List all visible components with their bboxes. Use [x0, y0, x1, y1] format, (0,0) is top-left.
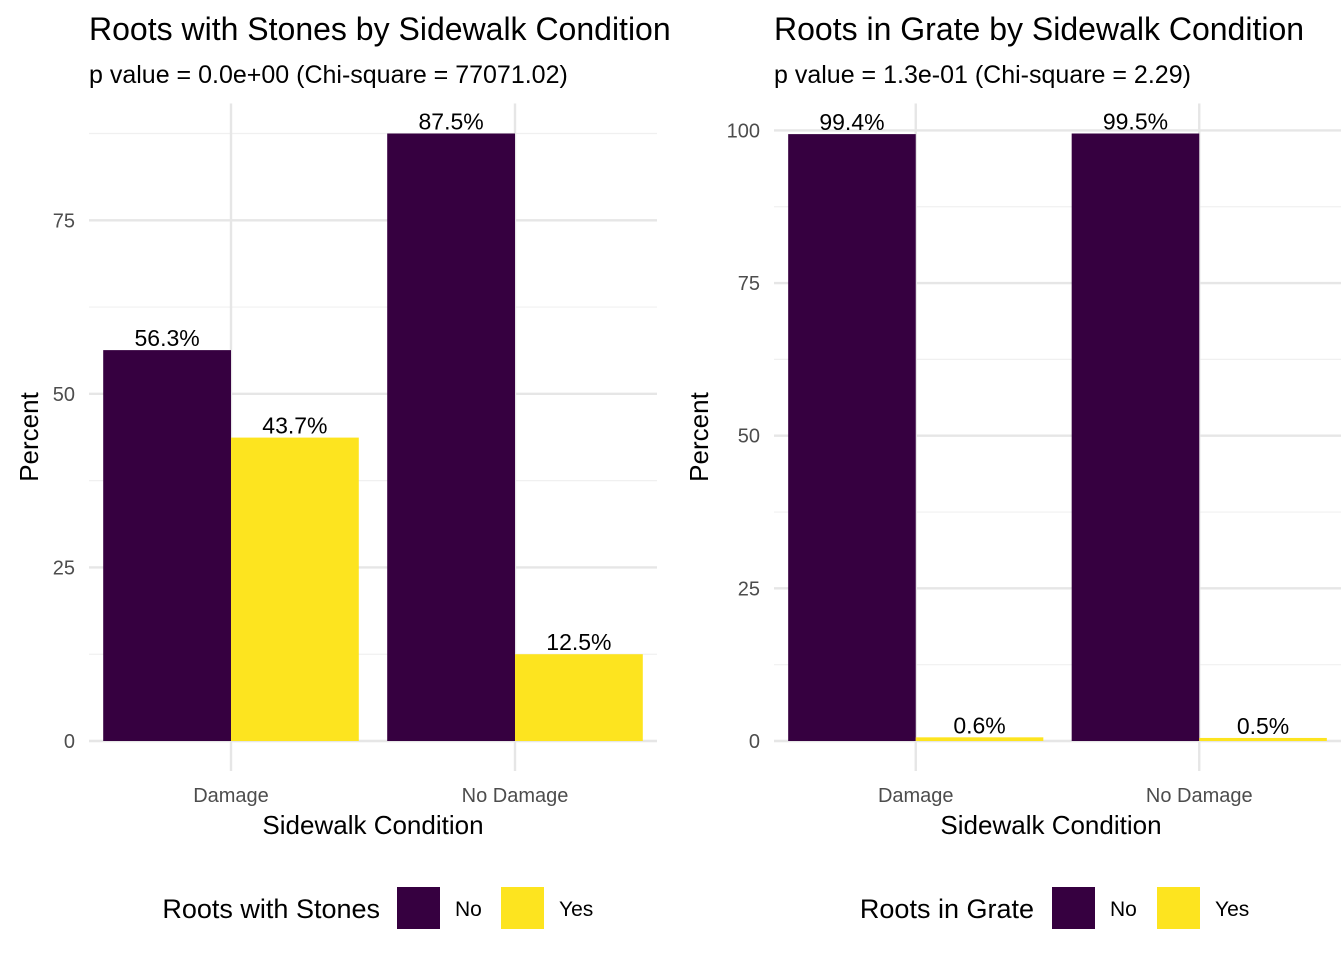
legend-title: Roots in Grate — [860, 894, 1034, 924]
legend-label-no: No — [1110, 898, 1137, 921]
legend-label-yes: Yes — [559, 898, 593, 921]
data-label: 99.4% — [819, 109, 884, 135]
y-tick-label: 100 — [727, 120, 760, 142]
x-axis-title: Sidewalk Condition — [940, 810, 1161, 840]
data-label: 43.7% — [262, 413, 327, 439]
data-label: 12.5% — [546, 629, 611, 655]
x-axis-title: Sidewalk Condition — [262, 810, 483, 840]
legend-swatch-no — [397, 887, 440, 929]
legend: Roots in Grate No Yes — [860, 887, 1249, 929]
legend-title: Roots with Stones — [162, 894, 380, 924]
data-label: 0.6% — [953, 712, 1005, 738]
y-tick-label: 50 — [738, 426, 760, 448]
y-tick-label: 50 — [53, 384, 75, 406]
data-label: 56.3% — [134, 325, 199, 351]
bar-no-no-damage — [387, 133, 515, 741]
x-tick-label: Damage — [193, 785, 269, 807]
bar-no-damage — [788, 134, 916, 742]
legend: Roots with Stones No Yes — [162, 887, 593, 929]
y-tick-label: 0 — [749, 731, 760, 753]
y-axis-title: Percent — [14, 391, 44, 481]
x-tick-label: Damage — [878, 785, 954, 807]
bar-yes-damage — [231, 437, 359, 741]
bar-yes-no-damage — [1199, 737, 1327, 741]
x-tick-label: No Damage — [1146, 785, 1253, 807]
data-label: 99.5% — [1103, 109, 1168, 135]
data-label: 0.5% — [1237, 713, 1289, 739]
y-axis-title: Percent — [684, 391, 714, 481]
legend-swatch-yes — [1157, 887, 1200, 929]
legend-label-no: No — [455, 898, 482, 921]
chart-title: Roots with Stones by Sidewalk Condition — [89, 11, 671, 47]
legend-swatch-no — [1052, 887, 1095, 929]
bar-no-damage — [103, 350, 231, 741]
chart-title: Roots in Grate by Sidewalk Condition — [774, 11, 1304, 47]
panel-roots-with-stones: 56.3% 87.5% 43.7% 12.5% 0 25 50 75 Damage No Dama… — [14, 11, 671, 929]
chart-subtitle: p value = 0.0e+00 (Chi-square = 77071.02… — [89, 61, 568, 89]
y-tick-label: 75 — [738, 273, 760, 295]
bar-no-no-damage — [1071, 133, 1200, 741]
y-tick-label: 75 — [53, 210, 75, 232]
chart-subtitle: p value = 1.3e-01 (Chi-square = 2.29) — [774, 61, 1191, 89]
legend-label-yes: Yes — [1215, 898, 1249, 921]
legend-swatch-yes — [501, 887, 544, 929]
x-tick-label: No Damage — [462, 785, 569, 807]
y-tick-label: 25 — [738, 578, 760, 600]
bar-yes-damage — [915, 737, 1044, 741]
panel-roots-in-grate: 99.4% 99.5% 0.6% 0.5% 0 25 50 75 100 Damage No Dam… — [684, 11, 1341, 929]
y-tick-label: 0 — [64, 731, 75, 753]
y-tick-label: 25 — [53, 557, 75, 579]
bar-yes-no-damage — [515, 654, 643, 741]
data-label: 87.5% — [418, 109, 483, 135]
